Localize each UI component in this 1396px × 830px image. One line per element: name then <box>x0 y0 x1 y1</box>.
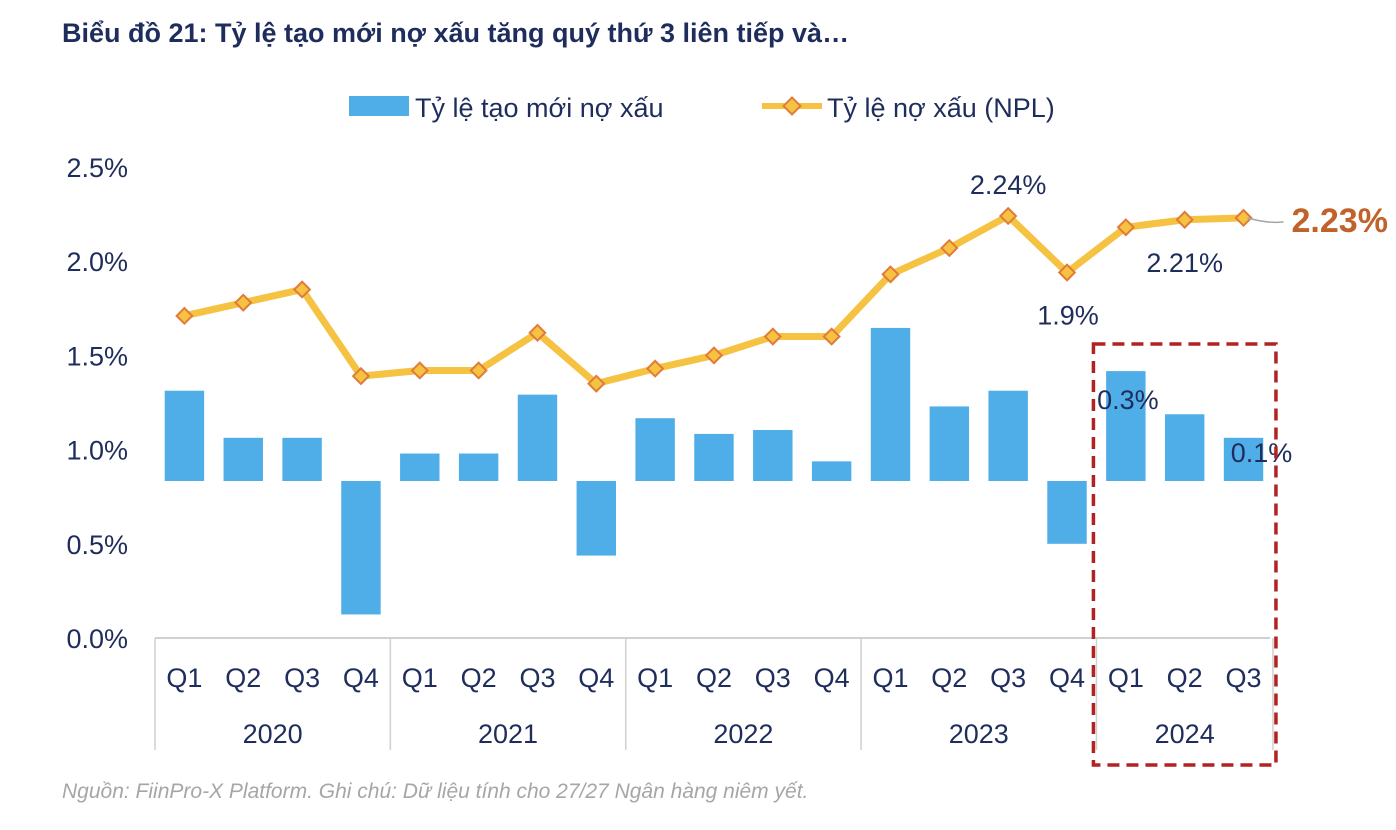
line-marker <box>704 346 724 365</box>
x-tick-quarter: Q3 <box>990 663 1026 693</box>
line-marker <box>292 280 312 299</box>
data-label: 2.21% <box>1146 248 1223 278</box>
x-tick-quarter: Q2 <box>696 663 732 693</box>
line-marker <box>587 374 606 393</box>
y-tick-label: 1.5% <box>66 341 128 371</box>
x-tick-quarter: Q2 <box>931 663 967 693</box>
bar-new-npl-rate <box>929 406 970 481</box>
y-tick-label: 1.0% <box>66 436 128 466</box>
line-marker <box>528 323 547 342</box>
legend-bar-swatch <box>349 96 409 116</box>
data-label: 2.24% <box>970 170 1047 200</box>
x-tick-quarter: Q1 <box>637 663 673 693</box>
bar-new-npl-rate <box>164 390 205 481</box>
x-tick-quarter: Q2 <box>1167 663 1203 693</box>
bar-new-npl-rate <box>400 453 440 481</box>
highlight-box-2024 <box>1091 342 1278 767</box>
line-marker <box>234 293 253 312</box>
bar-new-npl-rate <box>458 453 499 481</box>
data-label: 0.1% <box>1231 438 1293 468</box>
bar-new-npl-rate <box>223 437 263 481</box>
y-tick-label: 0.5% <box>66 530 128 560</box>
line-marker <box>1234 208 1253 228</box>
x-tick-quarter: Q2 <box>461 663 497 693</box>
bar-new-npl-rate <box>1106 371 1146 481</box>
y-tick-label: 0.0% <box>66 624 128 654</box>
bar-new-npl-rate <box>635 418 675 481</box>
x-tick-quarter: Q1 <box>166 663 202 693</box>
x-tick-quarter: Q3 <box>284 663 320 693</box>
bar-new-npl-rate <box>811 461 852 481</box>
line-marker <box>1057 263 1077 282</box>
bar-new-npl-rate <box>694 433 734 481</box>
data-label: 0.3% <box>1097 385 1159 415</box>
bar-new-npl-rate <box>988 390 1028 481</box>
chart-title: Biểu đồ 21: Tỷ lệ tạo mới nợ xấu tăng qu… <box>62 18 850 48</box>
x-tick-quarter: Q1 <box>1108 663 1144 693</box>
source-note: Nguồn: FiinPro-X Platform. Ghi chú: Dữ l… <box>62 780 809 803</box>
line-marker <box>351 366 371 386</box>
data-label: 2.23% <box>1292 202 1388 240</box>
bar-new-npl-rate <box>282 437 322 481</box>
legend-label-line: Tỷ lệ nợ xấu (NPL) <box>827 93 1055 123</box>
x-tick-quarter: Q2 <box>225 663 261 693</box>
line-marker <box>763 327 783 346</box>
bar-new-npl-rate <box>1223 437 1264 481</box>
line-marker <box>940 238 959 258</box>
x-tick-quarter: Q4 <box>343 663 379 693</box>
bar-new-npl-rate <box>576 481 617 556</box>
line-marker <box>645 359 665 378</box>
data-label: 1.9% <box>1037 301 1099 331</box>
leader-line <box>1247 217 1284 224</box>
y-tick-label: 2.5% <box>66 153 128 183</box>
x-tick-year: 2023 <box>949 719 1009 749</box>
line-marker <box>822 327 841 346</box>
x-tick-quarter: Q1 <box>872 663 908 693</box>
y-tick-label: 2.0% <box>66 247 128 277</box>
line-marker <box>1175 210 1194 229</box>
line-marker <box>175 306 194 326</box>
x-tick-quarter: Q1 <box>402 663 438 693</box>
bar-new-npl-rate <box>753 429 793 481</box>
x-tick-quarter: Q3 <box>1226 663 1262 693</box>
bar-new-npl-rate <box>341 481 381 615</box>
line-marker <box>1116 218 1136 237</box>
bar-new-npl-rate <box>1164 414 1205 481</box>
x-tick-quarter: Q4 <box>578 663 614 693</box>
x-tick-quarter: Q3 <box>519 663 555 693</box>
line-marker <box>410 361 429 380</box>
bar-new-npl-rate <box>1047 481 1087 544</box>
line-marker <box>998 206 1018 226</box>
legend-line-marker <box>782 96 802 116</box>
x-tick-quarter: Q3 <box>755 663 791 693</box>
x-tick-quarter: Q4 <box>1049 663 1085 693</box>
bar-new-npl-rate <box>517 394 558 481</box>
line-marker <box>469 361 488 380</box>
legend-label-bar: Tỷ lệ tạo mới nợ xấu <box>415 93 664 123</box>
x-tick-year: 2020 <box>243 719 303 749</box>
bar-new-npl-rate <box>870 327 911 481</box>
x-tick-quarter: Q4 <box>814 663 850 693</box>
x-tick-year: 2024 <box>1155 719 1215 749</box>
line-marker <box>881 265 900 284</box>
x-tick-year: 2021 <box>478 719 538 749</box>
x-tick-year: 2022 <box>713 719 773 749</box>
